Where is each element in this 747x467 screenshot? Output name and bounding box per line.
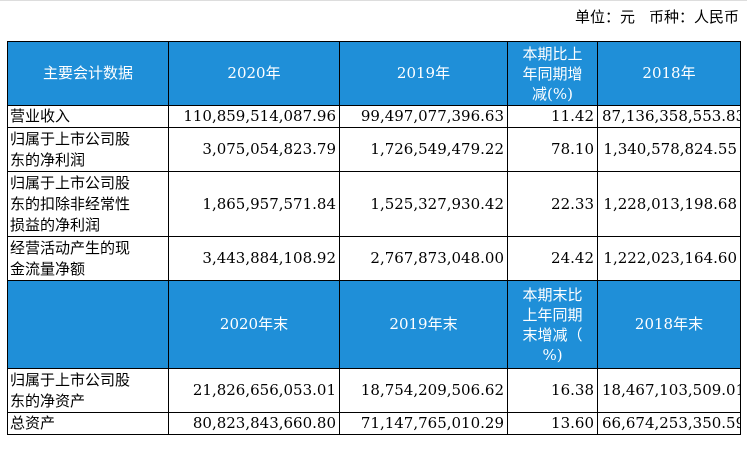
table-row: 归属于上市公司股 东的净利润 3,075,054,823.79 1,726,549… — [7, 127, 741, 172]
header-2019: 2019年 — [339, 41, 508, 106]
value-change: 78.10 — [507, 127, 598, 172]
value-2020: 1,865,957,571.84 — [168, 171, 340, 237]
currency-label: 币种：人民币 — [648, 8, 739, 26]
value-2020: 3,443,884,108.92 — [168, 236, 340, 281]
value-2020: 80,823,843,660.80 — [168, 412, 340, 435]
header-2019-end: 2019年末 — [339, 280, 508, 369]
row-label: 营业收入 — [7, 105, 169, 128]
value-2020: 21,826,656,053.01 — [168, 368, 340, 413]
header-change: 本期比上 年同期增 减(%) — [507, 41, 598, 106]
row-label: 归属于上市公司股 东的净利润 — [7, 127, 169, 172]
value-change: 11.42 — [507, 105, 598, 128]
value-change: 13.60 — [507, 412, 598, 435]
header-row-2: 2020年末 2019年末 本期末比 上年同期 末增减（%) 2018年末 — [7, 280, 741, 369]
value-change: 22.33 — [507, 171, 598, 237]
row-label: 归属于上市公司股 东的扣除非经常性 损益的净利润 — [7, 171, 169, 237]
value-2019: 99,497,077,396.63 — [339, 105, 508, 128]
value-2020: 3,075,054,823.79 — [168, 127, 340, 172]
row-label: 总资产 — [7, 412, 169, 435]
table-row: 营业收入 110,859,514,087.96 99,497,077,396.6… — [7, 105, 741, 128]
value-2018: 66,674,253,350.59 — [597, 412, 741, 435]
value-2019: 1,726,549,479.22 — [339, 127, 508, 172]
unit-label: 单位：元 — [574, 8, 635, 26]
value-2020: 110,859,514,087.96 — [168, 105, 340, 128]
row-label: 经营活动产生的现 金流量净额 — [7, 236, 169, 281]
header-change-end: 本期末比 上年同期 末增减（%) — [507, 280, 598, 369]
value-2018: 1,340,578,824.55 — [597, 127, 741, 172]
header-2018-end: 2018年末 — [597, 280, 741, 369]
header-row-1: 主要会计数据 2020年 2019年 本期比上 年同期增 减(%) 2018年 — [7, 41, 741, 106]
table-row: 总资产 80,823,843,660.80 71,147,765,010.29 … — [7, 412, 741, 435]
value-2019: 71,147,765,010.29 — [339, 412, 508, 435]
row-label: 归属于上市公司股 东的净资产 — [7, 368, 169, 413]
unit-line: 单位：元 币种：人民币 — [575, 6, 739, 27]
header-blank — [7, 280, 169, 369]
header-2018: 2018年 — [597, 41, 741, 106]
value-2018: 87,136,358,553.83 — [597, 105, 741, 128]
table-row: 归属于上市公司股 东的扣除非经常性 损益的净利润 1,865,957,571.84 … — [7, 171, 741, 237]
value-2019: 1,525,327,930.42 — [339, 171, 508, 237]
table-row: 经营活动产生的现 金流量净额 3,443,884,108.92 2,767,873… — [7, 236, 741, 281]
header-main-accounting-data: 主要会计数据 — [7, 41, 169, 106]
value-2018: 1,228,013,198.68 — [597, 171, 741, 237]
header-2020-end: 2020年末 — [168, 280, 340, 369]
value-2019: 18,754,209,506.62 — [339, 368, 508, 413]
table-row: 归属于上市公司股 东的净资产 21,826,656,053.01 18,754,2… — [7, 368, 741, 413]
value-change: 16.38 — [507, 368, 598, 413]
value-2018: 1,222,023,164.60 — [597, 236, 741, 281]
value-2019: 2,767,873,048.00 — [339, 236, 508, 281]
top-divider — [0, 0, 747, 1]
financial-data-table: 主要会计数据 2020年 2019年 本期比上 年同期增 减(%) 2018年 营业… — [7, 41, 741, 435]
value-change: 24.42 — [507, 236, 598, 281]
header-2020: 2020年 — [168, 41, 340, 106]
value-2018: 18,467,103,509.01 — [597, 368, 741, 413]
